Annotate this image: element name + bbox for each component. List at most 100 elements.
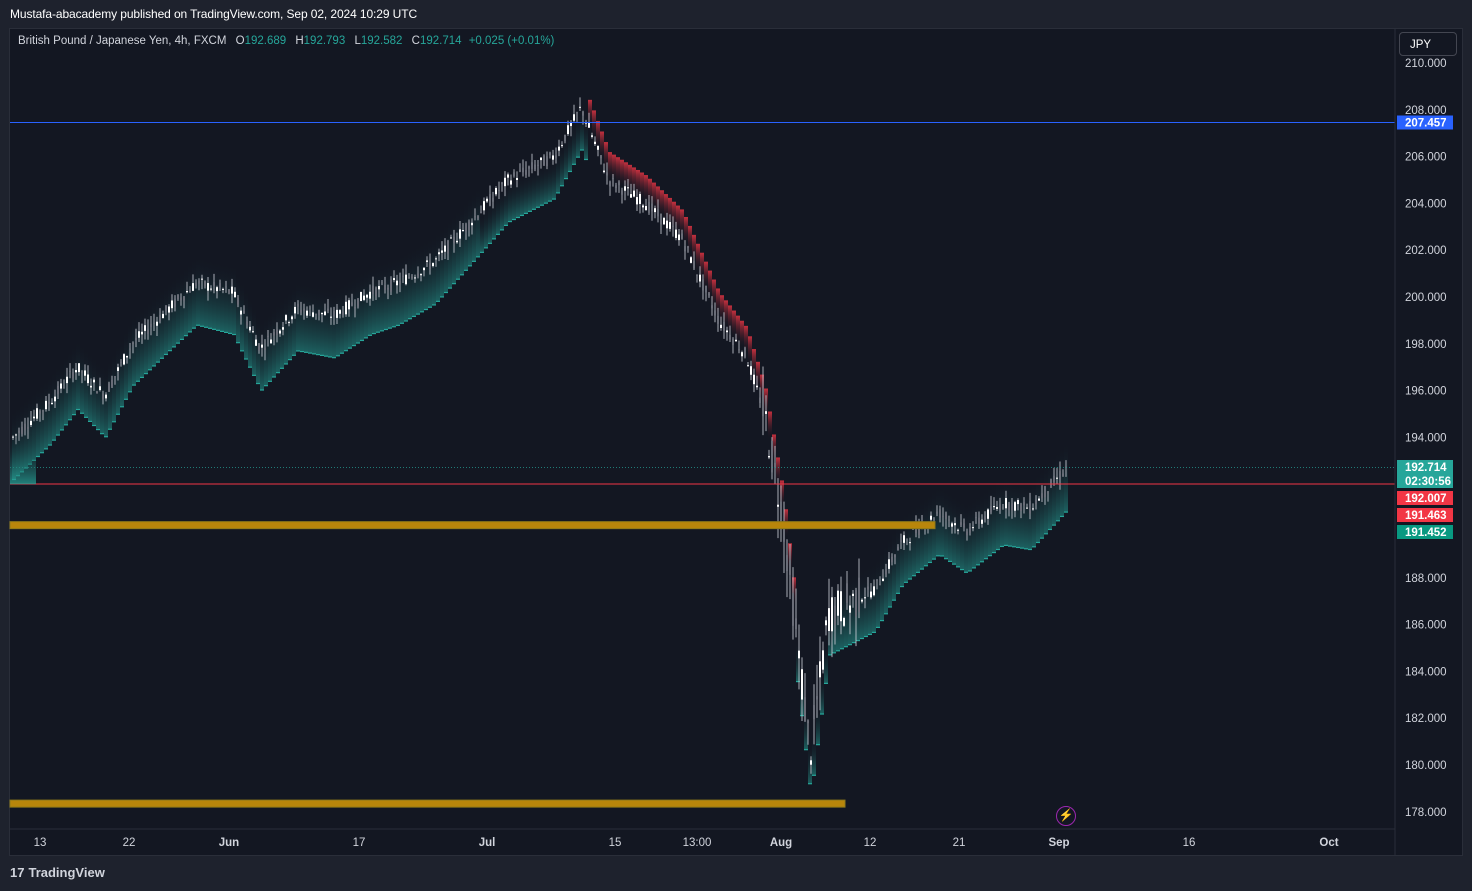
candle-body (399, 280, 401, 285)
trend-band-bull (188, 261, 192, 332)
candle-body (702, 279, 704, 291)
tradingview-logo[interactable]: 17 TradingView (10, 865, 105, 880)
candle-body (843, 617, 845, 626)
trend-band-bear (592, 110, 596, 139)
price-axis-tick: 186.000 (1405, 620, 1447, 632)
price-axis-tick: 198.000 (1405, 339, 1447, 351)
time-axis-label: 22 (123, 837, 136, 849)
trend-band-bull (164, 284, 168, 355)
trend-band-bull (180, 269, 184, 340)
trend-band-bull (288, 289, 292, 360)
candle-body (615, 185, 617, 189)
candle-body (678, 234, 680, 241)
candle-body (924, 529, 926, 531)
trend-band-bull (264, 315, 268, 386)
candle-body (867, 586, 869, 590)
candle-body (117, 367, 119, 371)
candle-body (309, 307, 311, 309)
trend-band-bull (904, 512, 908, 583)
trend-band-bull (580, 110, 584, 151)
candle-body (618, 181, 620, 186)
candle-body (366, 294, 368, 298)
trend-band-bull (176, 273, 180, 344)
candle-body (258, 343, 260, 351)
candle-body (477, 216, 479, 219)
trend-band-bull (1056, 450, 1060, 521)
trend-band-bear (640, 172, 644, 201)
candle-body (381, 282, 383, 284)
candle-body (519, 170, 521, 172)
candle-body (744, 347, 746, 357)
candle-body (126, 355, 128, 358)
trend-band-bull (976, 494, 980, 565)
trend-band-bull (388, 258, 392, 329)
candle-body (327, 308, 329, 311)
symbol-title[interactable]: British Pound / Japanese Yen, 4h, FXCM (18, 35, 227, 47)
candle-body (708, 293, 710, 296)
candle-body (1062, 473, 1064, 477)
trend-band-bull (544, 163, 548, 204)
currency-button[interactable]: JPY (1399, 32, 1457, 56)
candle-body (840, 591, 842, 622)
candle-body (435, 258, 437, 260)
trend-band-bull (316, 284, 320, 355)
candle-body (1050, 479, 1052, 488)
candle-body (33, 416, 35, 419)
trend-band-bull (436, 231, 440, 302)
trend-band-bull (872, 562, 876, 633)
candle-body (306, 310, 308, 316)
trend-band-bull (900, 516, 904, 587)
trend-band-bull (10, 432, 36, 485)
trend-band-bull (556, 152, 560, 193)
candle-body (54, 396, 56, 402)
candle-body (822, 650, 824, 670)
candle-body (441, 250, 443, 253)
candle-body (603, 170, 605, 173)
trend-band-bull (896, 523, 900, 594)
low-label: L (354, 35, 361, 47)
candle-body (774, 462, 776, 468)
chart-frame[interactable] (9, 28, 1463, 856)
candle-body (483, 201, 485, 211)
lightning-icon[interactable]: ⚡ (1056, 806, 1076, 826)
candle-body (228, 289, 230, 293)
trend-band-bear (628, 164, 632, 193)
candle-body (498, 189, 500, 192)
candle-body (735, 339, 737, 342)
trend-band-bull (204, 257, 208, 328)
candle-body (123, 354, 125, 365)
price-tag (1397, 525, 1453, 539)
candle-body (765, 411, 767, 414)
candle-body (684, 246, 686, 252)
trend-band-bull (920, 499, 924, 570)
brand-name: TradingView (28, 865, 105, 880)
candle-body (837, 590, 839, 616)
trend-band-bear (600, 131, 604, 160)
trend-band-bull (468, 195, 472, 266)
candle-body (231, 286, 233, 294)
trend-band-bull (420, 241, 424, 312)
time-axis-label: Jun (219, 837, 239, 849)
trend-band-bull (1012, 476, 1016, 547)
candle-body (783, 525, 785, 542)
trend-band-bull (852, 572, 856, 643)
trend-band-bull (304, 282, 308, 353)
candle-body (432, 263, 434, 267)
candle-body (93, 379, 95, 383)
price-axis-tick: 196.000 (1405, 386, 1447, 398)
candle-body (84, 370, 86, 376)
footer-bar (0, 857, 1472, 891)
candle-body (369, 291, 371, 299)
candle-body (261, 344, 263, 348)
candle-body (828, 608, 830, 632)
trend-band-bear (660, 190, 664, 219)
trend-band-bear (736, 315, 740, 344)
time-axis-label: 16 (1183, 837, 1196, 849)
candle-body (1041, 493, 1043, 499)
trend-band-bull (1008, 476, 1012, 547)
candle-body (720, 324, 722, 328)
trend-band-bull (864, 566, 868, 637)
candle-body (606, 172, 608, 176)
trend-band-bull (516, 177, 520, 218)
